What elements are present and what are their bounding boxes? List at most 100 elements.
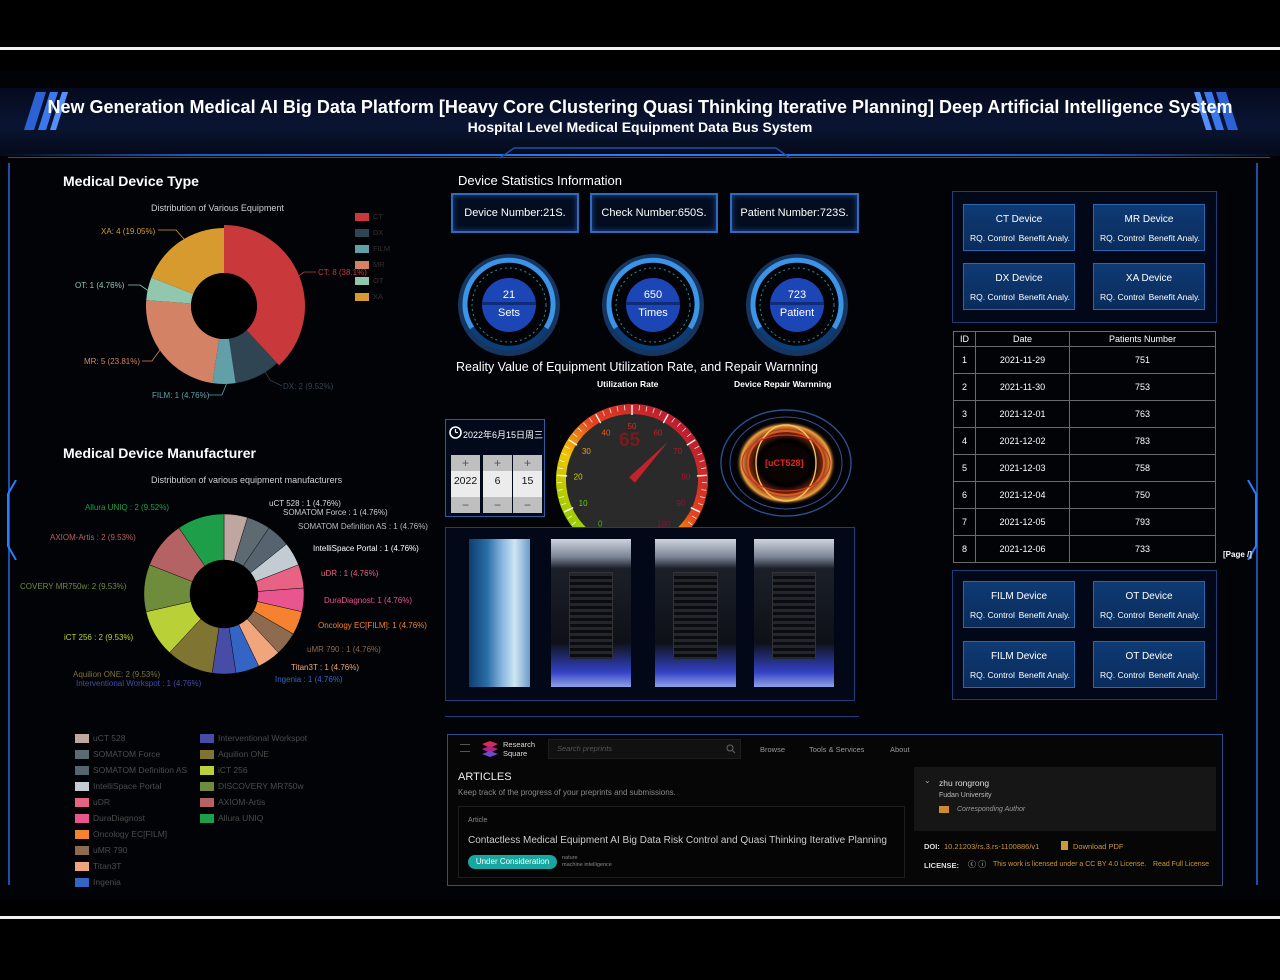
- tick-label: 80: [681, 473, 690, 482]
- legend-item[interactable]: Aquilion ONE: [200, 749, 269, 760]
- date-label: 2022年6月15日周三: [463, 430, 544, 440]
- benefit-analysis-button[interactable]: Benefit Analy.: [1148, 292, 1200, 302]
- device-card[interactable]: CT Device RQ. Control Benefit Analy.: [963, 204, 1075, 251]
- legend-item[interactable]: AXIOM-Artis: [200, 797, 265, 808]
- device-card[interactable]: MR Device RQ. Control Benefit Analy.: [1093, 204, 1205, 251]
- chevron-down-icon[interactable]: ⌄: [924, 776, 931, 785]
- legend-swatch: [75, 782, 89, 792]
- device-card[interactable]: XA Device RQ. Control Benefit Analy.: [1093, 263, 1205, 310]
- rq-control-button[interactable]: RQ. Control: [1100, 610, 1145, 620]
- menu-icon[interactable]: [460, 744, 470, 752]
- doi-value[interactable]: 10.21203/rs.3.rs-1100886/v1: [944, 842, 1040, 851]
- stat-gauge: [746, 254, 848, 356]
- table-row[interactable]: 4 2021-12-02 783: [953, 427, 1216, 455]
- rq-control-button[interactable]: RQ. Control: [1100, 292, 1145, 302]
- legend-item[interactable]: uCT 528: [75, 733, 125, 744]
- table-row[interactable]: 5 2021-12-03 758: [953, 454, 1216, 482]
- license-label: LICENSE:: [924, 861, 960, 870]
- license-link[interactable]: Read Full License: [1153, 861, 1210, 868]
- legend-item-ot[interactable]: OT: [355, 276, 384, 286]
- label-aquilion: Aquilion ONE: 2 (9.53%): [73, 670, 161, 679]
- legend-item[interactable]: SOMATOM Force: [75, 749, 160, 760]
- legend-item[interactable]: Allura UNIQ: [200, 813, 263, 824]
- device-card[interactable]: OT Device RQ. Control Benefit Analy.: [1093, 581, 1205, 628]
- table-row[interactable]: 7 2021-12-05 793: [953, 508, 1216, 536]
- device-card[interactable]: FILM Device RQ. Control Benefit Analy.: [963, 581, 1075, 628]
- legend-item[interactable]: Titan3T: [75, 861, 122, 872]
- device-card[interactable]: DX Device RQ. Control Benefit Analy.: [963, 263, 1075, 310]
- rq-control-button[interactable]: RQ. Control: [970, 292, 1015, 302]
- page-title: New Generation Medical AI Big Data Platf…: [47, 97, 1233, 117]
- benefit-analysis-button[interactable]: Benefit Analy.: [1148, 670, 1200, 680]
- tick-label: 90: [676, 499, 685, 508]
- day-plus-button[interactable]: +: [513, 455, 542, 471]
- tick-label: 70: [673, 447, 682, 456]
- device-name: OT Device: [1125, 651, 1173, 662]
- benefit-analysis-button[interactable]: Benefit Analy.: [1148, 610, 1200, 620]
- legend-item-ct[interactable]: CT: [355, 212, 383, 222]
- benefit-analysis-button[interactable]: Benefit Analy.: [1148, 233, 1200, 243]
- search-input[interactable]: [548, 739, 741, 759]
- legend-item[interactable]: Oncology EC[FILM]: [75, 829, 167, 840]
- legend-item[interactable]: SOMATOM Definition AS: [75, 765, 187, 776]
- rq-control-button[interactable]: RQ. Control: [970, 610, 1015, 620]
- year-stepper[interactable]: + 2022 −: [451, 455, 480, 513]
- table-row[interactable]: 3 2021-12-01 763: [953, 400, 1216, 428]
- rq-control-button[interactable]: RQ. Control: [970, 670, 1015, 680]
- label-dura: DuraDiagnost: 1 (4.76%): [324, 596, 413, 605]
- legend-label: OT: [373, 276, 384, 285]
- check-number-box[interactable]: Check Number:650S.: [590, 193, 718, 233]
- year-plus-button[interactable]: +: [451, 455, 480, 471]
- download-pdf-link[interactable]: Download PDF: [1073, 842, 1124, 851]
- benefit-analysis-button[interactable]: Benefit Analy.: [1018, 610, 1070, 620]
- table-cell: 7: [953, 508, 976, 536]
- rq-control-button[interactable]: RQ. Control: [970, 233, 1015, 243]
- month-stepper[interactable]: + 6 −: [483, 455, 512, 513]
- table-cell: 5: [953, 454, 976, 482]
- patient-number-box[interactable]: Patient Number:723S.: [730, 193, 859, 233]
- device-name: FILM Device: [990, 651, 1048, 662]
- legend-item[interactable]: uMR 790: [75, 845, 128, 856]
- legend-item[interactable]: Interventional Workspot: [200, 733, 307, 744]
- table-row[interactable]: 2 2021-11-30 753: [953, 373, 1216, 401]
- day-minus-button[interactable]: −: [513, 497, 542, 513]
- legend-item[interactable]: DuraDiagnost: [75, 813, 145, 824]
- legend-item-mr[interactable]: MR: [355, 260, 385, 270]
- month-plus-button[interactable]: +: [483, 455, 512, 471]
- table-row[interactable]: 6 2021-12-04 750: [953, 481, 1216, 509]
- legend-swatch: [200, 782, 214, 792]
- day-stepper[interactable]: + 15 −: [513, 455, 542, 513]
- stat-gauge: [602, 254, 704, 356]
- benefit-analysis-button[interactable]: Benefit Analy.: [1018, 233, 1070, 243]
- nav-tools-services[interactable]: Tools & Services: [809, 745, 865, 754]
- legend-item-film[interactable]: FILM: [355, 244, 390, 254]
- legend-item[interactable]: IntelliSpace Portal: [75, 781, 162, 792]
- rq-control-button[interactable]: RQ. Control: [1100, 670, 1145, 680]
- benefit-analysis-button[interactable]: Benefit Analy.: [1018, 670, 1070, 680]
- legend-item[interactable]: Ingenia: [75, 877, 121, 888]
- benefit-analysis-button[interactable]: Benefit Analy.: [1018, 292, 1070, 302]
- legend-swatch: [355, 213, 369, 222]
- legend-item-dx[interactable]: DX: [355, 228, 383, 238]
- legend-item[interactable]: iCT 256: [200, 765, 248, 776]
- legend-item[interactable]: DISCOVERY MR750w: [200, 781, 304, 792]
- legend-item[interactable]: uDR: [75, 797, 110, 808]
- author-name[interactable]: zhu rongrong: [939, 778, 990, 788]
- month-minus-button[interactable]: −: [483, 497, 512, 513]
- year-minus-button[interactable]: −: [451, 497, 480, 513]
- legend-item-xa[interactable]: XA: [355, 292, 383, 302]
- device-name: FILM Device: [990, 591, 1048, 602]
- article-title[interactable]: Contactless Medical Equipment AI Big Dat…: [468, 835, 887, 846]
- nav-about[interactable]: About: [890, 745, 910, 754]
- legend-swatch: [75, 878, 89, 888]
- tick-label: 60: [654, 429, 663, 438]
- nav-browse[interactable]: Browse: [760, 745, 786, 754]
- table-row[interactable]: 1 2021-11-29 751: [953, 346, 1216, 374]
- table-row[interactable]: 8 2021-12-06 733: [953, 535, 1216, 563]
- device-card[interactable]: FILM Device RQ. Control Benefit Analy.: [963, 641, 1075, 688]
- search-icon[interactable]: [726, 744, 736, 754]
- device-number-box[interactable]: Device Number:21S.: [451, 193, 579, 233]
- rq-control-button[interactable]: RQ. Control: [1100, 233, 1145, 243]
- device-card[interactable]: OT Device RQ. Control Benefit Analy.: [1093, 641, 1205, 688]
- page-indicator[interactable]: [Page /]: [1223, 550, 1252, 559]
